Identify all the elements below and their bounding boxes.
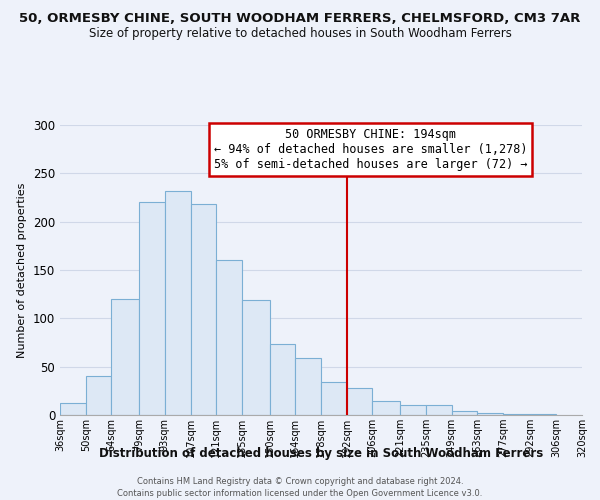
Bar [216,260,242,415]
Bar [60,404,86,415]
Text: 50 ORMESBY CHINE: 194sqm
← 94% of detached houses are smaller (1,278)
5% of semi: 50 ORMESBY CHINE: 194sqm ← 94% of detach… [214,128,527,171]
Bar [477,413,503,415]
Bar [347,388,373,415]
Bar [295,358,321,415]
Y-axis label: Number of detached properties: Number of detached properties [17,182,28,358]
Bar [86,376,112,415]
Bar [242,300,269,415]
Text: Contains public sector information licensed under the Open Government Licence v3: Contains public sector information licen… [118,489,482,498]
Bar [373,402,400,415]
Bar [112,299,139,415]
Text: Contains HM Land Registry data © Crown copyright and database right 2024.: Contains HM Land Registry data © Crown c… [137,478,463,486]
Bar [269,344,295,415]
Bar [426,406,452,415]
Bar [530,414,556,415]
Text: Distribution of detached houses by size in South Woodham Ferrers: Distribution of detached houses by size … [99,448,543,460]
Bar [165,190,191,415]
Text: Size of property relative to detached houses in South Woodham Ferrers: Size of property relative to detached ho… [89,28,511,40]
Bar [191,204,216,415]
Bar [321,382,347,415]
Bar [452,411,477,415]
Bar [503,414,530,415]
Bar [139,202,165,415]
Bar [400,406,426,415]
Text: 50, ORMESBY CHINE, SOUTH WOODHAM FERRERS, CHELMSFORD, CM3 7AR: 50, ORMESBY CHINE, SOUTH WOODHAM FERRERS… [19,12,581,26]
